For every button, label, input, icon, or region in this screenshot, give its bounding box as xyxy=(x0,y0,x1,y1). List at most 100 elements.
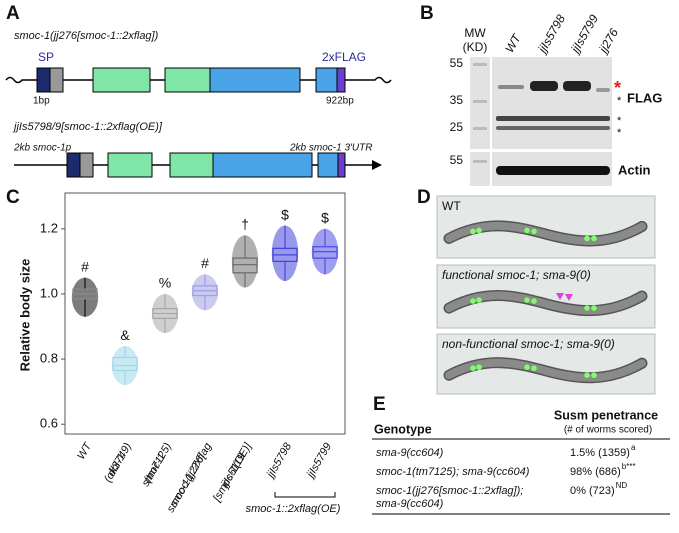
x-tick-label: WT xyxy=(75,440,95,462)
point-cloud xyxy=(271,225,299,281)
y-axis-title: Relative body size xyxy=(17,259,32,372)
worm-panels: WT functional smoc-1; sma-9(0) non-functio… xyxy=(436,195,656,395)
y-tick-label: 1.0 xyxy=(40,285,58,300)
annotation: # xyxy=(81,258,89,274)
asterisk: * xyxy=(617,115,622,127)
start-label: 1bp xyxy=(33,96,50,107)
panel-label: B xyxy=(420,3,434,24)
gfp-nucleus xyxy=(591,235,597,242)
gfp-nucleus xyxy=(524,364,530,371)
asterisk: * xyxy=(617,95,622,107)
point-cloud xyxy=(71,277,99,317)
gfp-nucleus xyxy=(476,297,482,303)
lane-label: jjIs5798 xyxy=(534,12,568,57)
lane-label: WT xyxy=(502,30,524,55)
gfp-nucleus xyxy=(584,372,590,379)
bracket-label: smoc-1::2xflag(OE) xyxy=(246,503,341,515)
genotype: sma-9(cc604) xyxy=(376,498,444,510)
panel-label: C xyxy=(6,187,20,208)
table-header: Susm penetrance xyxy=(554,408,658,422)
utr-label: 2kb smoc-1 3'UTR xyxy=(289,143,373,154)
panel-label: E xyxy=(373,394,386,415)
table-header: Genotype xyxy=(374,422,432,436)
genotype: smoc-1(tm7125); sma-9(cc604) xyxy=(376,466,530,478)
gfp-nucleus xyxy=(470,228,476,235)
annotation: † xyxy=(241,216,249,232)
construct-title: jjIs5798/9[smoc-1::2xflag(OE)] xyxy=(12,121,163,133)
gfp-nucleus xyxy=(591,372,597,379)
gene-diagram xyxy=(5,67,392,93)
gfp-nucleus xyxy=(476,227,482,234)
genotype: smoc-1(jj276[smoc-1::2xflag]); xyxy=(376,485,523,497)
box xyxy=(112,356,138,372)
annotation: # xyxy=(201,255,209,271)
bracket xyxy=(274,492,336,498)
genotype: sma-9(cc604) xyxy=(376,447,444,459)
y-tick-label: 0.8 xyxy=(40,351,58,366)
gfp-nucleus xyxy=(584,235,590,242)
sp-label: SP xyxy=(38,50,54,64)
x-tick-label: (tm7125) xyxy=(142,441,175,485)
penetrance: 0% (723) xyxy=(570,485,615,497)
worm-label: WT xyxy=(442,199,461,213)
mw-marker: 35 xyxy=(450,93,464,107)
mw-marker: 55 xyxy=(450,56,464,70)
annotation: $ xyxy=(321,210,329,226)
annotation: & xyxy=(120,327,130,343)
asterisk: * xyxy=(617,127,622,139)
annotation: % xyxy=(159,275,171,291)
gfp-nucleus xyxy=(531,365,537,372)
gfp-nucleus xyxy=(470,365,476,372)
gfp-nucleus xyxy=(524,297,530,303)
gfp-nucleus xyxy=(476,364,482,371)
mw-label: (KD) xyxy=(463,40,488,54)
mw-label: MW xyxy=(464,26,486,40)
annotation: $ xyxy=(281,206,289,222)
gfp-nucleus xyxy=(531,298,537,304)
x-tick-label: jjIs5799 xyxy=(304,441,334,482)
plot-frame xyxy=(64,192,346,435)
gfp-nucleus xyxy=(531,228,537,235)
arrowhead xyxy=(565,294,573,302)
box xyxy=(232,257,258,274)
promoter-label: 2kb smoc-1p xyxy=(13,143,72,154)
arrowhead xyxy=(556,293,564,301)
mw-marker: 55 xyxy=(450,153,464,167)
penetrance: 1.5% (1359) xyxy=(570,447,630,459)
table-rows: sma-9(cc604) 1.5% (1359) a smoc-1(tm7125); … xyxy=(376,443,636,510)
x-tick-label: jjIs5798 xyxy=(264,440,295,481)
worm-body xyxy=(445,291,646,315)
red-asterisk: * xyxy=(614,78,621,98)
end-label: 922bp xyxy=(326,96,354,107)
gfp-nucleus xyxy=(470,298,476,304)
superscript: b*** xyxy=(622,462,636,471)
gfp-nucleus xyxy=(524,227,530,234)
worm-label: functional smoc-1; sma-9(0) xyxy=(442,268,591,282)
worm-body xyxy=(445,358,646,382)
penetrance: 98% (686) xyxy=(570,466,621,478)
y-tick-label: 0.6 xyxy=(40,416,58,431)
gfp-nucleus xyxy=(591,305,597,311)
y-tick-label: 1.2 xyxy=(40,220,58,235)
table: Genotype Susm penetrance (# of worms sco… xyxy=(372,408,670,515)
construct-title: smoc-1(jj276[smoc-1::2xflag]) xyxy=(14,30,159,42)
flag-band-label: FLAG xyxy=(627,90,662,105)
western-blot xyxy=(470,57,612,186)
actin-label: Actin xyxy=(618,162,651,177)
table-header: (# of worms scored) xyxy=(564,425,652,436)
x-tick-label: [smoc-1(OE)] xyxy=(211,440,255,504)
x-tick-label: smoc-1::2xflag xyxy=(168,440,215,509)
lane-label: jjIs5799 xyxy=(567,12,601,57)
worm-label: non-functional smoc-1; sma-9(0) xyxy=(442,337,615,351)
box xyxy=(312,246,338,259)
point-cloud xyxy=(231,235,259,288)
panel-label: D xyxy=(417,187,431,208)
superscript: a xyxy=(631,443,636,452)
transgene-diagram xyxy=(14,152,382,178)
gfp-nucleus xyxy=(584,305,590,311)
panel-label: A xyxy=(6,3,20,24)
point-cloud xyxy=(191,274,219,311)
lane-label: jj276 xyxy=(595,26,621,57)
